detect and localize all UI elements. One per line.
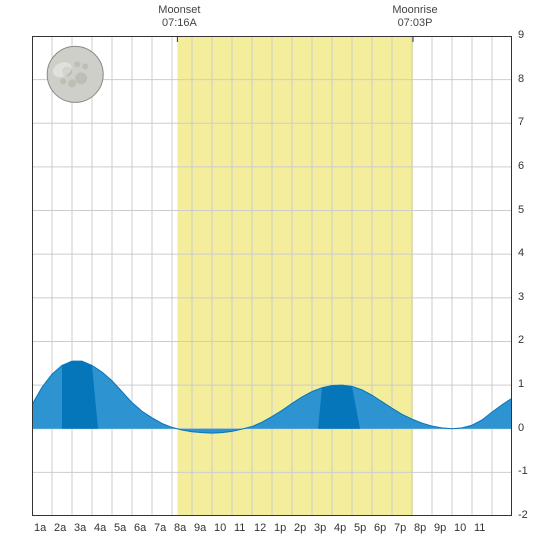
y-tick-label: 1	[518, 378, 524, 390]
x-tick-label: 7a	[154, 522, 166, 534]
y-tick-label: 5	[518, 204, 524, 216]
y-tick-label: 6	[518, 160, 524, 172]
x-tick-label: 1a	[34, 522, 46, 534]
x-tick-label: 3a	[74, 522, 86, 534]
moonrise-label: Moonrise	[385, 4, 445, 17]
x-tick-label: 3p	[314, 522, 326, 534]
x-tick-label: 11	[474, 522, 485, 534]
moonset-label: Moonset	[149, 4, 209, 17]
y-tick-label: 7	[518, 116, 524, 128]
x-tick-label: 2a	[54, 522, 66, 534]
tide-chart-container: Moonset 07:16A Moonrise 07:03P -2-101234…	[0, 0, 550, 550]
x-tick-label: 11	[234, 522, 245, 534]
x-tick-label: 4p	[334, 522, 346, 534]
x-tick-label: 9p	[434, 522, 446, 534]
x-tick-label: 4a	[94, 522, 106, 534]
x-tick-label: 6a	[134, 522, 146, 534]
x-tick-label: 10	[454, 522, 466, 534]
moonset-time: 07:16A	[149, 17, 209, 30]
y-tick-label: 2	[518, 334, 524, 346]
y-tick-label: 4	[518, 247, 524, 259]
tide-chart-svg	[32, 36, 512, 516]
x-tick-label: 12	[254, 522, 266, 534]
x-tick-label: 5a	[114, 522, 126, 534]
x-tick-label: 9a	[194, 522, 206, 534]
moonset-label-block: Moonset 07:16A	[149, 4, 209, 30]
y-tick-label: 8	[518, 73, 524, 85]
y-tick-label: -1	[518, 465, 528, 477]
y-tick-label: 9	[518, 29, 524, 41]
y-tick-label: -2	[518, 509, 528, 521]
moonrise-label-block: Moonrise 07:03P	[385, 4, 445, 30]
x-tick-label: 7p	[394, 522, 406, 534]
x-tick-label: 10	[214, 522, 226, 534]
x-tick-label: 2p	[294, 522, 306, 534]
y-tick-label: 3	[518, 291, 524, 303]
x-tick-label: 6p	[374, 522, 386, 534]
x-tick-label: 8a	[174, 522, 186, 534]
x-tick-label: 1p	[274, 522, 286, 534]
x-tick-label: 8p	[414, 522, 426, 534]
y-tick-label: 0	[518, 422, 524, 434]
x-tick-label: 5p	[354, 522, 366, 534]
moonrise-time: 07:03P	[385, 17, 445, 30]
